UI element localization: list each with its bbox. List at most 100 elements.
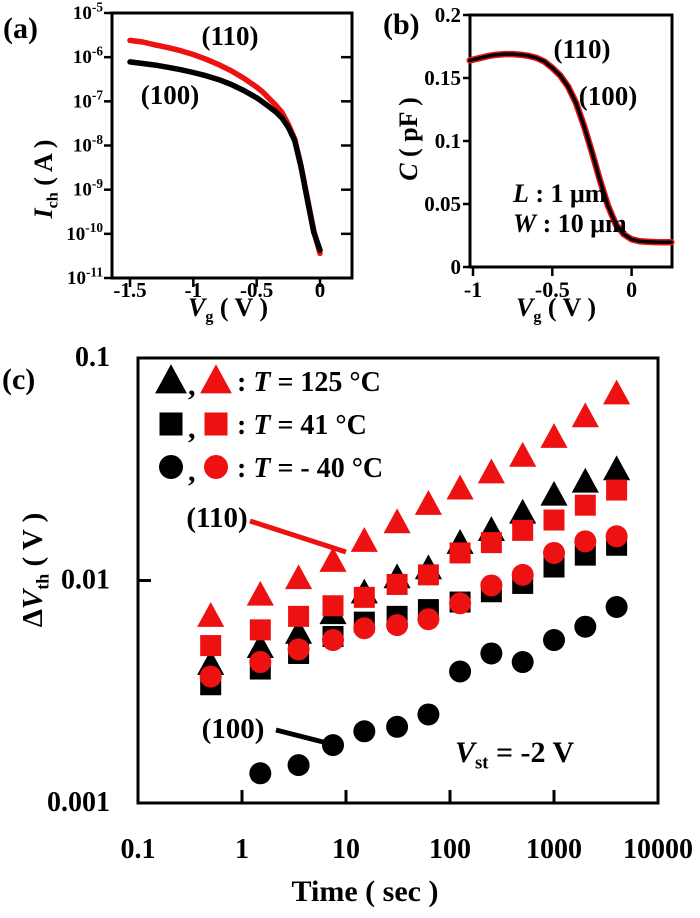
red-triangle-point	[477, 458, 505, 484]
red-circle-point	[511, 563, 534, 586]
text-run: 0.1	[121, 834, 156, 865]
panel-b-ytick-label: 0.05	[424, 192, 461, 216]
text-run: st	[475, 753, 489, 774]
text-run: ( V )	[17, 513, 49, 574]
panel-a-xtick-label: -0.5	[240, 278, 273, 302]
text-run: :	[237, 367, 253, 398]
panel-b-ytick-label: 0.1	[435, 129, 461, 153]
text-run: L	[512, 179, 529, 208]
black-circle-point	[511, 651, 534, 674]
black-circle-point	[249, 762, 272, 785]
panel-c-label-110: (110)	[186, 502, 247, 534]
panel-c-xlabel: Time ( sec )	[292, 875, 439, 908]
text-run: 10	[73, 3, 92, 24]
panel-c-callout-110	[249, 518, 347, 555]
text-run: 0	[315, 278, 326, 302]
text-run: ,	[188, 455, 196, 488]
panel-c-xtick-label: 10000	[623, 834, 693, 865]
text-run: th	[32, 574, 52, 590]
panel-b-xtick-label: -1	[464, 277, 482, 302]
text-run: = 125 °C	[270, 367, 380, 398]
text-run: Time ( sec )	[292, 875, 439, 908]
red-circle-point	[353, 617, 376, 640]
red-triangle-point	[540, 423, 568, 448]
text-run: ( V )	[541, 293, 596, 322]
panel-c-xtick-label: 0.1	[121, 834, 156, 865]
panel-c-legend: ,: T = 125 °C,: T = 41 °C,: T = - 40 °C	[155, 364, 383, 488]
red-square-point	[322, 595, 344, 617]
text-run: (110)	[186, 502, 247, 534]
text-run: 10000	[623, 834, 693, 865]
legend-red-circle	[204, 455, 228, 479]
red-triangle-point	[509, 441, 537, 467]
panel-a-xtick-label: -1.5	[113, 278, 146, 302]
text-run: 0.05	[424, 192, 461, 216]
black-circle-point	[543, 629, 565, 652]
panel-b-ytick-label: 0.15	[424, 66, 461, 90]
text-run: ( V )	[213, 293, 268, 322]
black-triangle-point	[246, 633, 274, 659]
text-run: :	[237, 410, 253, 441]
text-run: = 41 °C	[270, 410, 366, 441]
panel-b-curve-label: (100)	[579, 81, 637, 111]
text-run: 0.001	[47, 787, 110, 818]
text-run: (110)	[554, 34, 611, 64]
series-red-triangle	[197, 379, 631, 627]
panel-b-xlabel: Vg ( V )	[516, 293, 596, 326]
text-run: = -2 V	[488, 736, 574, 769]
text-run: I	[29, 207, 58, 219]
panel-a-curve-(100)	[127, 59, 323, 253]
red-square-point	[288, 605, 310, 627]
text-run: -1.5	[113, 278, 146, 302]
red-square-point	[543, 509, 565, 531]
red-square-point	[606, 479, 628, 501]
text-run: (100)	[202, 713, 265, 745]
text-run: V	[17, 587, 49, 609]
red-square-point	[200, 635, 222, 657]
text-run: 10	[332, 834, 360, 865]
text-run: T	[253, 410, 272, 441]
legend-comma: ,	[188, 455, 196, 488]
panel-a-curve-(110)	[127, 37, 323, 257]
text-run: 100	[429, 834, 471, 865]
red-circle-point	[543, 541, 565, 564]
series-black-circle	[249, 596, 628, 785]
text-run: 1000	[526, 834, 582, 865]
text-run: -1	[464, 277, 482, 302]
text-run: 10	[66, 224, 85, 245]
text-run: -8	[92, 132, 103, 147]
black-triangle-point	[603, 455, 631, 481]
black-triangle-point	[285, 618, 313, 644]
text-run: : 10 μm	[536, 209, 627, 238]
red-square-point	[574, 494, 596, 516]
panel-a-ytick-label: 10-9	[73, 176, 103, 201]
legend-label: : T = 125 °C	[237, 367, 381, 398]
text-run: -9	[92, 176, 103, 191]
panel-c-xtick-label: 100	[429, 834, 471, 865]
text-run: 0.15	[424, 66, 461, 90]
red-circle-point	[386, 614, 409, 637]
legend-comma: ,	[188, 369, 196, 402]
text-run: Δ	[17, 609, 49, 627]
panel-a-ytick-label: 10-10	[66, 220, 103, 245]
text-run: C	[394, 163, 423, 181]
red-circle-point	[480, 574, 503, 597]
red-triangle-point	[319, 547, 347, 572]
text-run: (110)	[202, 21, 259, 51]
legend-black-square	[159, 412, 183, 436]
text-run: 1	[235, 834, 249, 865]
panel-b-ytick-label: 0	[451, 255, 462, 279]
red-triangle-point	[285, 564, 313, 590]
panel-a-xtick-label: -1	[185, 278, 203, 302]
panel-a-tag: (a)	[3, 12, 38, 45]
legend-black-circle	[159, 455, 183, 479]
text-run: (c)	[2, 363, 35, 396]
panel-c-tag: (c)	[2, 363, 35, 396]
panel-a-ytick-label: 10-8	[73, 132, 103, 157]
black-triangle-point	[509, 498, 537, 524]
text-run: 0	[626, 277, 637, 302]
panel-c-ytick-label: 0.001	[47, 787, 110, 818]
panel-a-xlabel: Vg ( V )	[188, 293, 268, 326]
